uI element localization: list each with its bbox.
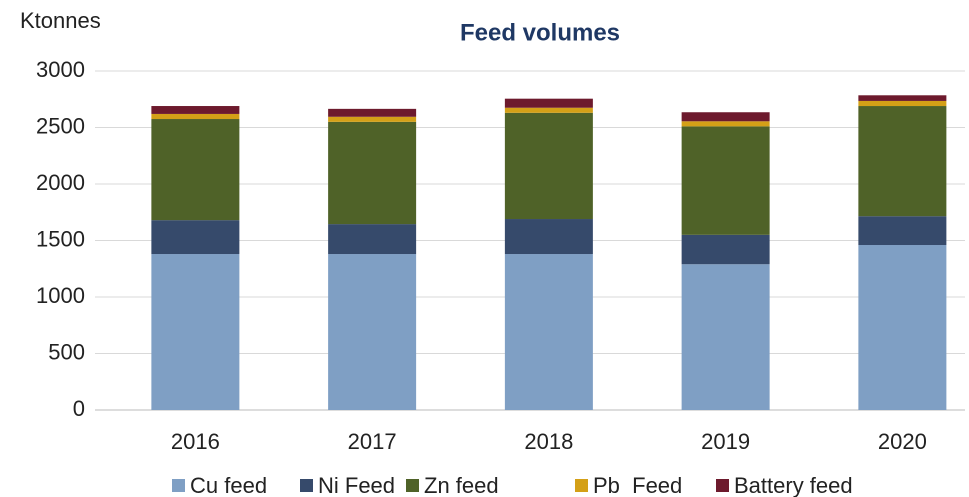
bar-segment [681, 264, 770, 410]
legend-swatch [716, 479, 729, 492]
x-tick-label: 2017 [348, 429, 397, 454]
bar-segment [681, 121, 770, 127]
legend-label: Zn feed [424, 473, 499, 497]
y-tick-label: 2500 [36, 113, 85, 138]
bar-segment [504, 254, 593, 410]
bar-segment [151, 113, 240, 120]
bar-segment [504, 219, 593, 255]
bar-segment [151, 119, 240, 221]
x-tick-label: 2016 [171, 429, 220, 454]
y-tick-label: 3000 [36, 57, 85, 82]
y-axis-label: Ktonnes [20, 8, 101, 33]
legend-swatch [172, 479, 185, 492]
bar-segment [858, 95, 947, 101]
bar-segment [151, 220, 240, 255]
bar-segment [151, 106, 240, 114]
legend-label: Pb Feed [593, 473, 682, 497]
x-tick-label: 2018 [524, 429, 573, 454]
legend-swatch [406, 479, 419, 492]
bar-segment [681, 234, 770, 265]
bar-segment [858, 245, 947, 410]
legend-label: Cu feed [190, 473, 267, 497]
x-tick-label: 2020 [878, 429, 927, 454]
bar-segment [681, 112, 770, 122]
bar-segment [328, 224, 417, 255]
legend-swatch [300, 479, 313, 492]
bar-segment [328, 254, 417, 410]
legend-label: Ni Feed [318, 473, 395, 497]
bar-segment [328, 108, 417, 117]
y-tick-label: 500 [48, 339, 85, 364]
x-tick-label: 2019 [701, 429, 750, 454]
bar-segment [504, 112, 593, 220]
y-tick-label: 1500 [36, 226, 85, 251]
bar-segment [681, 126, 770, 235]
bar-segment [504, 107, 593, 113]
y-tick-label: 1000 [36, 283, 85, 308]
y-tick-label: 0 [73, 396, 85, 421]
bar-segment [328, 116, 417, 122]
y-tick-label: 2000 [36, 170, 85, 195]
bar-segment [858, 100, 947, 107]
bar-segment [858, 216, 947, 246]
bar-segment [328, 121, 417, 225]
bar-segment [858, 106, 947, 217]
chart-title: Feed volumes [460, 19, 620, 46]
legend-label: Battery feed [734, 473, 853, 497]
legend-swatch [575, 479, 588, 492]
bar-segment [504, 98, 593, 108]
bar-segment [151, 254, 240, 410]
